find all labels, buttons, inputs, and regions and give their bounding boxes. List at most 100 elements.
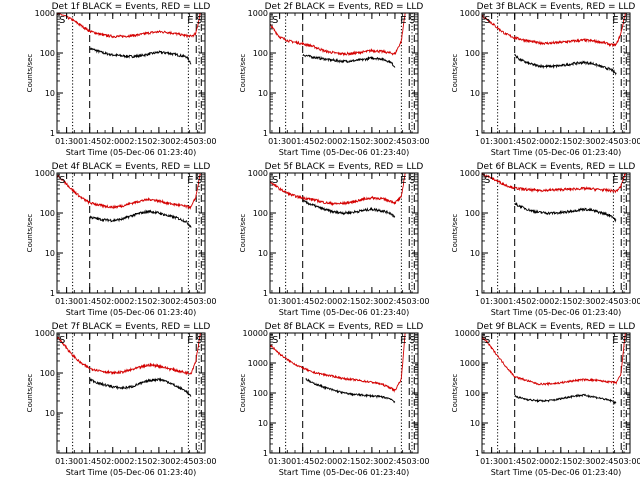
- x-tick-label: 02:30: [147, 297, 170, 306]
- x-axis-label: Start Time (05-Dec-06 01:23:40): [491, 468, 622, 477]
- x-tick-label: 01:30: [480, 137, 503, 146]
- segment-marker-label: S: [484, 335, 490, 346]
- chart-title: Det 5f BLACK = Events, RED = LLD: [265, 162, 424, 172]
- x-tick-label: 02:30: [147, 137, 170, 146]
- x-tick-label: 01:30: [268, 457, 291, 466]
- x-tick-label: 02:15: [549, 297, 572, 306]
- lld-series-line: [57, 333, 201, 376]
- y-axis-label: Counts/sec: [239, 214, 247, 253]
- x-tick-label: 02:45: [170, 457, 193, 466]
- segment-marker-label: S: [409, 15, 415, 26]
- y-axis-label: Counts/sec: [26, 214, 34, 253]
- segment-marker-label: S: [272, 15, 278, 26]
- x-tick-label: 01:45: [291, 297, 314, 306]
- x-tick-label: 03:00: [618, 137, 640, 146]
- y-tick-label: 100: [465, 389, 480, 398]
- x-tick-label: 02:00: [526, 137, 549, 146]
- segment-marker-label: S: [196, 335, 202, 346]
- segment-marker-label: S: [621, 175, 627, 186]
- events-series-line: [514, 201, 617, 223]
- x-tick-label: 02:30: [360, 297, 383, 306]
- detector-chart-8: 1 10 100 1000 10000 01:30 01:45 02:00 02:15 02:30…: [239, 322, 430, 477]
- y-tick-label: 1: [263, 129, 268, 138]
- chart-title: Det 7f BLACK = Events, RED = LLD: [52, 322, 211, 332]
- x-tick-label: 01:45: [503, 137, 526, 146]
- y-tick-label: 100: [253, 49, 268, 58]
- lld-series-line: [270, 333, 406, 393]
- x-axis-label: Start Time (05-Dec-06 01:23:40): [279, 148, 410, 157]
- lld-series-line: [482, 333, 626, 387]
- x-tick-label: 02:00: [314, 137, 337, 146]
- y-tick-label: 100: [40, 369, 55, 378]
- x-tick-label: 01:45: [503, 297, 526, 306]
- lld-series-line: [57, 13, 201, 39]
- x-tick-label: 01:45: [291, 457, 314, 466]
- y-axis-label: Counts/sec: [451, 374, 459, 413]
- y-tick-label: 1: [475, 449, 480, 458]
- x-tick-label: 02:30: [572, 137, 595, 146]
- y-tick-label: 10: [258, 249, 268, 258]
- plot-frame: [56, 172, 206, 294]
- x-tick-label: 01:30: [55, 457, 78, 466]
- x-axis-label: Start Time (05-Dec-06 01:23:40): [491, 308, 622, 317]
- segment-marker-label: S: [272, 335, 278, 346]
- x-tick-label: 02:15: [124, 137, 147, 146]
- x-tick-label: 01:45: [78, 457, 101, 466]
- lld-series-line: [270, 173, 406, 207]
- plot-frame: [56, 12, 206, 134]
- segment-marker-label: S: [196, 15, 202, 26]
- x-tick-label: 02:30: [360, 457, 383, 466]
- chart-title: Det 1f BLACK = Events, RED = LLD: [52, 2, 211, 12]
- x-tick-label: 02:15: [337, 137, 360, 146]
- x-axis-label: Start Time (05-Dec-06 01:23:40): [66, 468, 197, 477]
- x-tick-label: 02:00: [526, 457, 549, 466]
- lld-series-line: [270, 13, 406, 57]
- lld-series-line: [482, 13, 626, 48]
- y-axis-label: Counts/sec: [239, 54, 247, 93]
- x-tick-label: 02:00: [314, 297, 337, 306]
- y-tick-label: 1: [263, 289, 268, 298]
- y-tick-label: 1000: [460, 9, 480, 18]
- events-series-line: [89, 47, 192, 65]
- x-tick-label: 03:00: [618, 457, 640, 466]
- y-axis-label: Counts/sec: [451, 214, 459, 253]
- y-tick-label: 1000: [35, 329, 55, 338]
- x-tick-label: 02:00: [526, 297, 549, 306]
- y-tick-label: 10: [470, 249, 480, 258]
- plot-frame: [481, 332, 631, 454]
- y-tick-label: 1: [475, 129, 480, 138]
- detector-chart-2: 1 10 100 1000 01:30 01:45 02:00 02:15 02:30 02:45…: [239, 2, 430, 157]
- y-tick-label: 100: [253, 209, 268, 218]
- x-tick-label: 01:45: [291, 137, 314, 146]
- x-tick-label: 03:00: [193, 297, 216, 306]
- x-axis-label: Start Time (05-Dec-06 01:23:40): [491, 148, 622, 157]
- y-tick-label: 1: [50, 129, 55, 138]
- y-tick-label: 10: [258, 419, 268, 428]
- y-axis-label: Counts/sec: [239, 374, 247, 413]
- x-tick-label: 01:45: [78, 297, 101, 306]
- segment-marker-label: S: [59, 15, 65, 26]
- y-tick-label: 10: [470, 89, 480, 98]
- x-tick-label: 02:45: [595, 137, 618, 146]
- segment-marker-label: S: [409, 175, 415, 186]
- x-tick-label: 02:15: [549, 137, 572, 146]
- events-series-line: [302, 53, 396, 68]
- y-tick-label: 10: [258, 89, 268, 98]
- y-tick-label: 1000: [248, 9, 268, 18]
- y-axis-label: Counts/sec: [26, 374, 34, 413]
- detector-chart-7: 10 100 1000 01:30 01:45 02:00 02:15 02:30 02:45 0…: [26, 322, 217, 477]
- x-tick-label: 01:45: [503, 457, 526, 466]
- x-tick-label: 02:45: [383, 137, 406, 146]
- x-tick-label: 01:30: [55, 297, 78, 306]
- detector-chart-6: 1 10 100 1000 01:30 01:45 02:00 02:15 02:30 02:45…: [451, 162, 640, 317]
- x-tick-label: 03:00: [406, 457, 429, 466]
- chart-title: Det 4f BLACK = Events, RED = LLD: [52, 162, 211, 172]
- chart-title: Det 9f BLACK = Events, RED = LLD: [477, 322, 636, 332]
- y-tick-label: 1000: [248, 359, 268, 368]
- x-tick-label: 03:00: [406, 137, 429, 146]
- x-tick-label: 01:45: [78, 137, 101, 146]
- x-tick-label: 02:00: [101, 457, 124, 466]
- x-tick-label: 02:15: [549, 457, 572, 466]
- segment-marker-label: E: [612, 15, 618, 26]
